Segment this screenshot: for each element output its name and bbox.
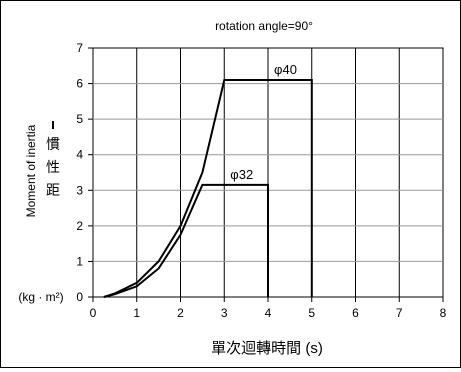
x-axis-label: 單次迴轉時間 (s) bbox=[211, 340, 323, 357]
series-line-0 bbox=[103, 79, 313, 298]
y-tick-label: 0 bbox=[76, 290, 83, 304]
x-tick-label: 3 bbox=[221, 306, 228, 320]
y-axis-label-zh-2: 性 bbox=[46, 159, 60, 175]
series-annotation: φ32 bbox=[230, 167, 253, 182]
y-tick-label: 7 bbox=[76, 41, 83, 55]
x-tick-label: 8 bbox=[440, 306, 447, 320]
y-axis-unit: (kg · m²) bbox=[18, 290, 63, 304]
y-axis-label-zh-3: 距 bbox=[46, 182, 60, 198]
x-tick-label: 7 bbox=[396, 306, 403, 320]
y-tick-labels: 0 1 2 3 4 5 6 7 bbox=[76, 41, 93, 304]
y-tick-label: 6 bbox=[76, 77, 83, 91]
series-annotations: φ40 φ32 bbox=[230, 62, 297, 182]
y-tick-label: 1 bbox=[76, 254, 83, 268]
inertia-chart: rotation angle=90° 0 1 2 3 4 5 6 7 0 1 2 3 4 5 6 7 8 φ4… bbox=[18, 19, 447, 357]
y-tick-label: 4 bbox=[76, 148, 83, 162]
series-line-1 bbox=[103, 183, 269, 298]
y-axis-label-zh-1: 慣 bbox=[46, 136, 60, 152]
x-tick-label: 5 bbox=[308, 306, 315, 320]
y-axis-label-en: Moment of inertia bbox=[24, 124, 38, 217]
x-tick-label: 2 bbox=[177, 306, 184, 320]
series-annotation: φ40 bbox=[274, 62, 297, 77]
x-tick-label: 6 bbox=[352, 306, 359, 320]
y-tick-label: 3 bbox=[76, 183, 83, 197]
series-lines bbox=[103, 79, 313, 298]
y-tick-label: 5 bbox=[76, 112, 83, 126]
chart-title: rotation angle=90° bbox=[215, 19, 313, 33]
x-tick-label: 4 bbox=[265, 306, 272, 320]
y-tick-label: 2 bbox=[76, 219, 83, 233]
x-tick-labels: 0 1 2 3 4 5 6 7 8 bbox=[90, 297, 447, 320]
x-tick-label: 0 bbox=[90, 306, 97, 320]
x-tick-label: 1 bbox=[133, 306, 140, 320]
